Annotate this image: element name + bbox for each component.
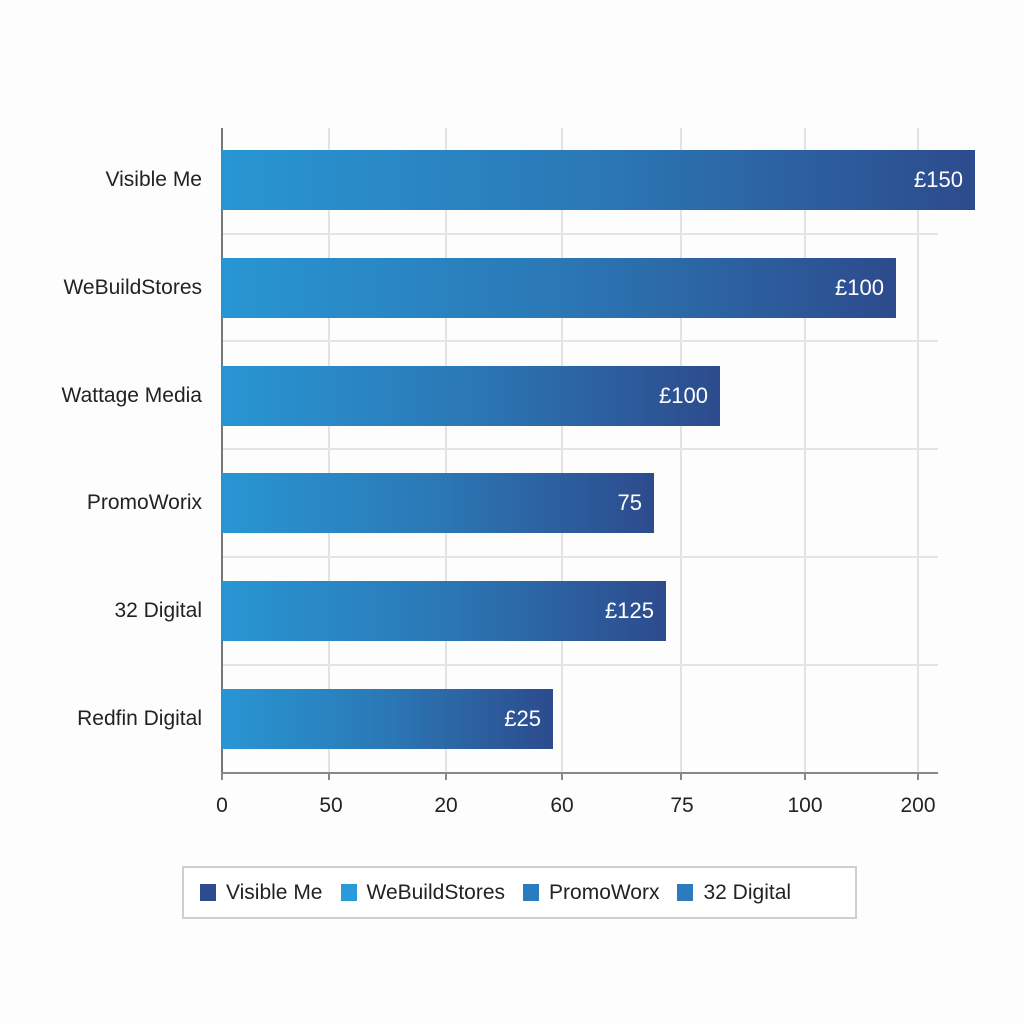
gridline-horizontal [222, 340, 938, 342]
legend-label: 32 Digital [703, 880, 792, 904]
bar-value-label: 75 [617, 490, 642, 515]
legend: Visible Me WeBuildStores PromoWorx 32 Di… [182, 866, 857, 919]
legend-swatch [340, 884, 357, 901]
bar-value-label: £100 [659, 383, 708, 408]
x-tick-label: 0 [216, 794, 228, 817]
gridline-vertical [328, 128, 330, 778]
gridline-horizontal [222, 556, 938, 558]
x-tick [917, 773, 919, 780]
bar-32-digital[interactable]: £125 [222, 581, 666, 641]
legend-label: PromoWorx [549, 880, 660, 904]
legend-label: WeBuildStores [366, 880, 506, 904]
category-label: Redfin Digital [77, 707, 202, 730]
bar-value-label: £150 [914, 167, 963, 192]
y-axis-line [221, 128, 223, 778]
x-tick-label: 200 [900, 794, 936, 817]
legend-item-visible-me[interactable]: Visible Me [200, 881, 323, 905]
x-tick [328, 773, 330, 780]
category-label: PromoWorix [86, 491, 202, 514]
legend-swatch [200, 884, 216, 901]
bar-value-label: £125 [605, 598, 654, 623]
gridline-horizontal [222, 448, 938, 450]
x-tick-label: 100 [787, 794, 823, 817]
gridline-vertical [561, 128, 563, 778]
category-label: Wattage Media [61, 384, 202, 407]
gridline-vertical [445, 128, 447, 778]
x-tick-label: 75 [670, 794, 694, 817]
category-label: WeBuildStores [63, 276, 202, 299]
bar-visible-me[interactable]: £150 [222, 150, 975, 210]
bar-value-label: £100 [835, 275, 884, 300]
x-tick [680, 773, 682, 780]
x-tick-label: 50 [319, 794, 343, 817]
legend-swatch [677, 884, 694, 901]
x-tick [221, 773, 223, 780]
bar-wattage-media[interactable]: £100 [222, 366, 720, 426]
bar-promoworix[interactable]: 75 [222, 473, 654, 533]
gridline-vertical [804, 128, 806, 778]
legend-item-promoworx[interactable]: PromoWorx [523, 881, 659, 905]
gridline-vertical [680, 128, 682, 778]
legend-item-32-digital[interactable]: 32 Digital [677, 881, 791, 905]
x-tick-label: 60 [550, 794, 574, 817]
category-label: Visible Me [105, 168, 203, 191]
gridline-horizontal [222, 233, 938, 235]
legend-label: Visible Me [226, 880, 323, 904]
gridline-vertical [917, 128, 919, 778]
gridline-horizontal [222, 664, 938, 666]
legend-swatch [523, 884, 540, 901]
x-axis-line [221, 772, 938, 774]
bar-webuildstores[interactable]: £100 [222, 258, 896, 318]
category-label: 32 Digital [114, 599, 202, 622]
legend-item-webuildstores[interactable]: WeBuildStores [340, 880, 506, 905]
bar-redfin-digital[interactable]: £25 [222, 689, 553, 749]
x-tick [804, 773, 806, 780]
x-tick [445, 773, 447, 780]
bar-value-label: £25 [504, 706, 541, 731]
x-tick [561, 773, 563, 780]
x-tick-label: 20 [434, 794, 458, 817]
